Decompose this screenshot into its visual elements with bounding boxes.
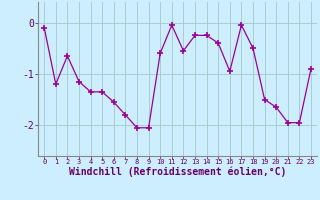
- X-axis label: Windchill (Refroidissement éolien,°C): Windchill (Refroidissement éolien,°C): [69, 166, 286, 177]
